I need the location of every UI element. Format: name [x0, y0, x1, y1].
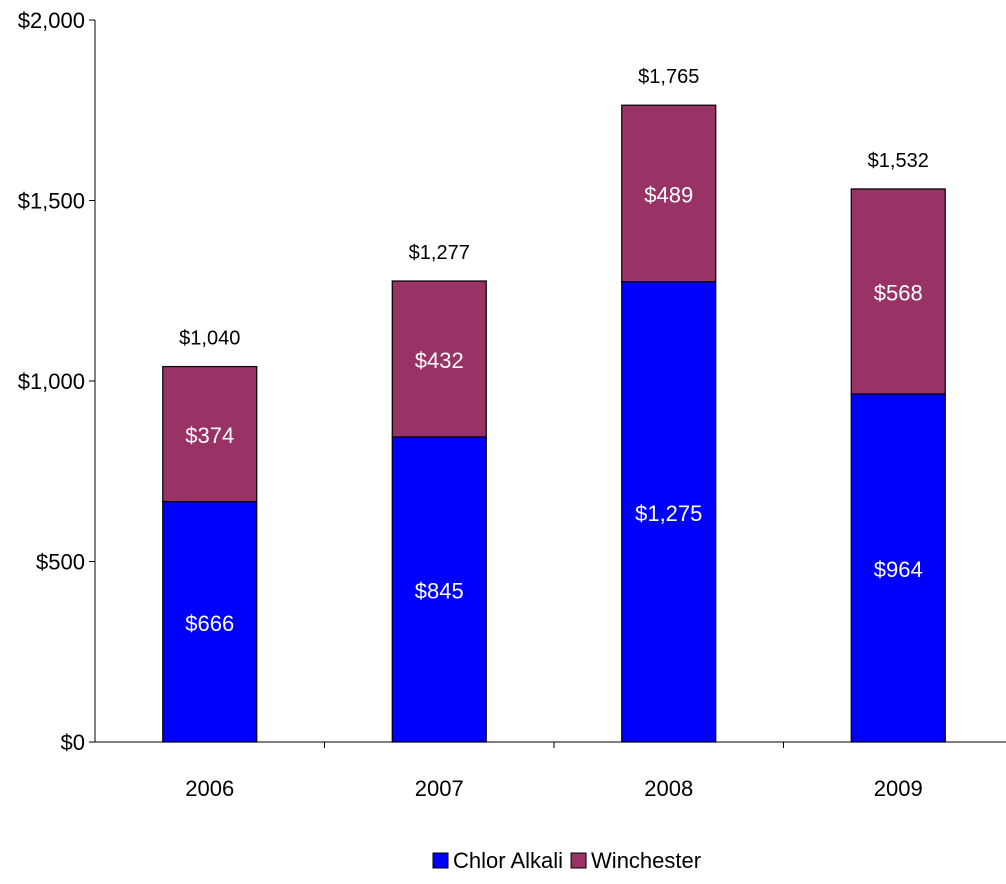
x-tick-label: 2008 — [644, 776, 693, 801]
bar-segment — [850, 188, 946, 395]
y-tick-label: $1,000 — [18, 369, 85, 394]
y-tick-label: $2,000 — [18, 8, 85, 33]
bar-segment — [621, 281, 717, 743]
bar-value-label: $666 — [185, 611, 234, 636]
legend-label: Winchester — [591, 848, 701, 873]
bar-segment — [391, 436, 487, 743]
x-tick-label: 2007 — [415, 776, 464, 801]
bar-value-label: $964 — [874, 557, 923, 582]
bar-value-label: $568 — [874, 280, 923, 305]
legend: Chlor Alkali Winchester — [432, 848, 701, 873]
bar-total-label: $1,040 — [179, 328, 240, 350]
bar-value-label: $489 — [644, 182, 693, 207]
legend-swatch — [570, 852, 587, 869]
bar-total-label: $1,765 — [638, 66, 699, 88]
bar-value-label: $432 — [415, 348, 464, 373]
legend-label: Chlor Alkali — [453, 848, 563, 873]
y-tick-label: $500 — [36, 550, 85, 575]
x-tick-label: 2006 — [185, 776, 234, 801]
bar-value-label: $374 — [185, 423, 234, 448]
bar-total-label: $1,277 — [409, 242, 470, 264]
bar-segment — [621, 104, 717, 283]
bar-value-label: $1,275 — [635, 501, 702, 526]
y-tick-label: $1,500 — [18, 189, 85, 214]
bar-segment — [162, 365, 258, 503]
bars: $666 $374 $1,040 $845 $432 $1,277 $1,275 $489 $1… — [162, 66, 946, 743]
bar-value-label: $845 — [415, 578, 464, 603]
x-tick-label: 2009 — [874, 776, 923, 801]
legend-swatch — [432, 852, 449, 869]
bar-total-label: $1,532 — [868, 150, 929, 172]
x-axis: 2006 2007 2008 2009 — [95, 741, 1006, 801]
bar-segment — [391, 280, 487, 438]
y-tick-label: $0 — [61, 730, 85, 755]
bar-segment — [850, 393, 946, 743]
y-axis: $0 $500 $1,000 $1,500 $2,000 — [18, 8, 96, 755]
